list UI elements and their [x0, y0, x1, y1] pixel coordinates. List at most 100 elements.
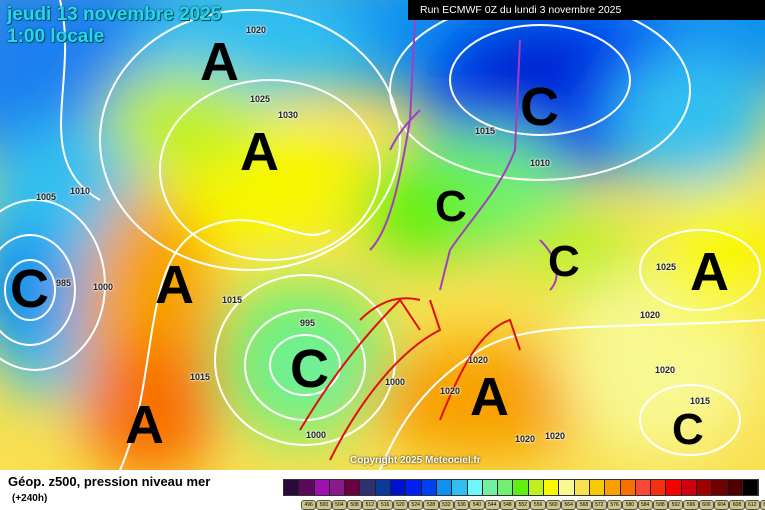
- color-scale-label: 592: [668, 500, 684, 510]
- color-scale-cell: [467, 480, 483, 495]
- ridge-axes: [369, 19, 558, 291]
- color-scale-label: 532: [438, 500, 454, 510]
- color-scale-cell: [329, 480, 346, 495]
- forecast-datetime: jeudi 13 novembre 2025 1:00 locale: [7, 4, 221, 48]
- color-scale-label: 552: [515, 500, 531, 510]
- color-scale-label: 520: [392, 500, 409, 510]
- high-pressure-center: A: [690, 242, 729, 302]
- color-scale-cell: [452, 480, 468, 495]
- color-scale-label: 612: [744, 500, 760, 510]
- color-scale-label: 528: [423, 500, 439, 510]
- color-scale-label: 576: [606, 500, 623, 510]
- color-scale-labels: 496 500 504 508 512 516 520 524 528 532 536 540 544 5…: [301, 500, 765, 510]
- isobar-label: 1020: [468, 355, 489, 365]
- color-scale-label: 504: [331, 500, 347, 510]
- color-scale-cell: [482, 480, 499, 495]
- high-pressure-center: A: [470, 367, 509, 427]
- model-run-banner: Run ECMWF 0Z du lundi 3 novembre 2025: [408, 0, 765, 20]
- isobar-label: 1000: [385, 377, 406, 387]
- isobar-label: 1000: [93, 282, 114, 292]
- color-scale-label: 536: [453, 500, 470, 510]
- color-scale-label: 580: [622, 500, 638, 510]
- color-scale: [283, 479, 760, 496]
- color-scale-label: 524: [408, 500, 424, 510]
- color-scale-label: 508: [346, 500, 363, 510]
- color-scale-cell: [436, 480, 453, 495]
- color-scale-cell: [574, 480, 590, 495]
- color-scale-label: 604: [714, 500, 730, 510]
- high-pressure-center: A: [125, 395, 164, 455]
- color-scale-cell: [712, 480, 728, 495]
- color-scale-cell: [544, 480, 560, 495]
- isobar-label: 1010: [530, 158, 551, 168]
- color-scale-label: 616: [759, 500, 765, 510]
- color-scale-label: 548: [499, 500, 516, 510]
- color-scale-cell: [284, 480, 300, 495]
- copyright: Copyright 2025 Meteociel.fr: [350, 455, 481, 466]
- color-scale-label: 584: [637, 500, 653, 510]
- high-pressure-center: A: [240, 122, 279, 182]
- color-scale-label: 596: [683, 500, 699, 510]
- color-scale-label: 540: [469, 500, 485, 510]
- color-scale-label: 572: [591, 500, 607, 510]
- isobar-label: 1010: [70, 186, 91, 196]
- isobar-label: 1020: [246, 25, 267, 35]
- high-pressure-center: A: [200, 32, 239, 92]
- color-scale-cell: [589, 480, 606, 495]
- color-scale-cell: [299, 480, 315, 495]
- color-scale-cell: [360, 480, 376, 495]
- color-scale-label: 500: [316, 500, 332, 510]
- color-scale-cell: [391, 480, 407, 495]
- isobar-label: 1025: [250, 94, 271, 104]
- isobar-label: 985: [56, 278, 72, 288]
- isobar-label: 1015: [190, 372, 211, 382]
- color-scale-cell: [651, 480, 667, 495]
- isobars: [0, 0, 765, 470]
- color-scale-label: 556: [530, 500, 546, 510]
- color-scale-label: 564: [561, 500, 577, 510]
- color-scale-cell: [345, 480, 361, 495]
- isobar-label: 1015: [690, 396, 711, 406]
- legend-title: Géop. z500, pression niveau mer: [8, 474, 211, 489]
- isobar-label: 1020: [545, 431, 566, 441]
- color-scale-cell: [727, 480, 743, 495]
- color-scale-cell: [375, 480, 392, 495]
- color-scale-cell: [498, 480, 514, 495]
- low-pressure-center: C: [435, 182, 467, 231]
- isobar-label: 1000: [306, 430, 327, 440]
- color-scale-cell: [697, 480, 713, 495]
- color-scale-label: 608: [729, 500, 745, 510]
- color-scale-label: 496: [301, 500, 317, 510]
- isobar-label: 1015: [222, 295, 243, 305]
- color-scale-cell: [406, 480, 422, 495]
- color-scale-label: 588: [652, 500, 669, 510]
- low-pressure-center: C: [672, 405, 704, 454]
- color-scale-cell: [666, 480, 682, 495]
- color-scale-label: 600: [698, 500, 715, 510]
- isobar-label: 1020: [640, 310, 661, 320]
- forecast-time: 1:00 locale: [7, 26, 105, 47]
- color-scale-label: 512: [362, 500, 378, 510]
- color-scale-label: 544: [484, 500, 500, 510]
- high-pressure-center: A: [155, 255, 194, 315]
- color-scale-label: 568: [576, 500, 592, 510]
- isobar-label: 1030: [278, 110, 299, 120]
- color-scale-cell: [559, 480, 575, 495]
- isobar-label: 1020: [655, 365, 676, 375]
- isobar-label: 1005: [36, 192, 57, 202]
- low-pressure-center: C: [520, 77, 559, 137]
- forecast-lead-time: (+240h): [12, 493, 48, 504]
- color-scale-cell: [681, 480, 698, 495]
- isobar-label: 1015: [475, 126, 496, 136]
- isobar-label: 995: [300, 318, 316, 328]
- low-pressure-center: C: [290, 339, 329, 399]
- color-scale-cell: [314, 480, 330, 495]
- color-scale-label: 516: [377, 500, 393, 510]
- forecast-date: jeudi 13 novembre 2025: [7, 4, 222, 25]
- color-scale-cell: [513, 480, 529, 495]
- color-scale-cell: [421, 480, 437, 495]
- color-scale-cell: [635, 480, 652, 495]
- isobar-label: 1020: [440, 386, 461, 396]
- color-scale-cell: [742, 480, 759, 495]
- isobar-label: 1020: [515, 434, 536, 444]
